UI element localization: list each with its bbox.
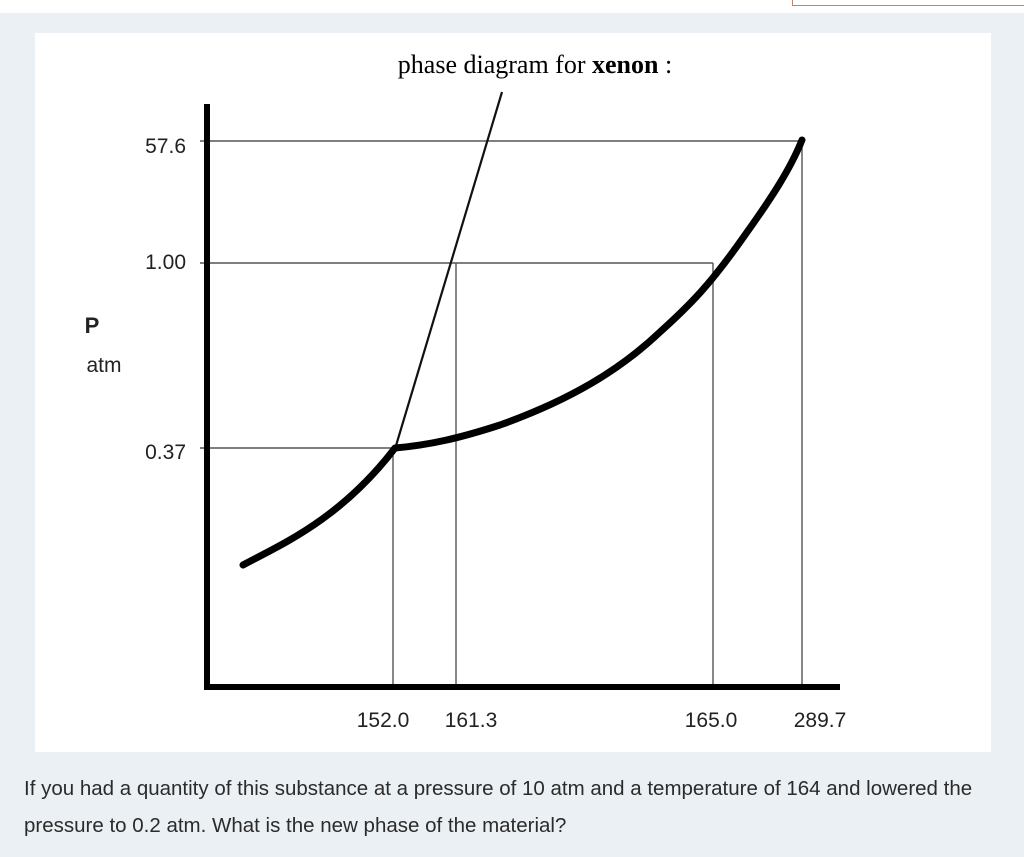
y-tick-label-1-00: 1.00 — [145, 251, 186, 274]
y-tick-label-57-6: 57.6 — [145, 135, 186, 158]
diagram-title: phase diagram for xenon : — [398, 50, 672, 79]
top-strip — [0, 0, 1024, 13]
x-tick-label-289-7: 289.7 — [794, 709, 847, 732]
x-tick-label-161-3: 161.3 — [445, 709, 498, 732]
x-tick-label-165-0: 165.0 — [685, 709, 738, 732]
question-text: If you had a quantity of this substance … — [24, 777, 973, 837]
melting-curve — [393, 91, 504, 450]
y-tick-label-0-37: 0.37 — [145, 441, 186, 464]
x-tick-label-152-0: 152.0 — [357, 709, 410, 732]
sublimation-vaporization-curve — [239, 136, 806, 569]
diagram-title-plain: phase diagram for — [398, 50, 592, 79]
figure-panel: phase diagram for xenon : 57.6 1.00 0.37 — [35, 33, 991, 752]
diagram-title-tail: : — [658, 50, 672, 79]
y-axis-label-atm: atm — [86, 354, 121, 377]
diagram-title-bold: xenon — [592, 50, 659, 79]
y-axis-label-p: P — [85, 313, 100, 338]
answer-input-field[interactable] — [792, 0, 1024, 6]
phase-diagram: phase diagram for xenon : 57.6 1.00 0.37 — [85, 50, 847, 732]
